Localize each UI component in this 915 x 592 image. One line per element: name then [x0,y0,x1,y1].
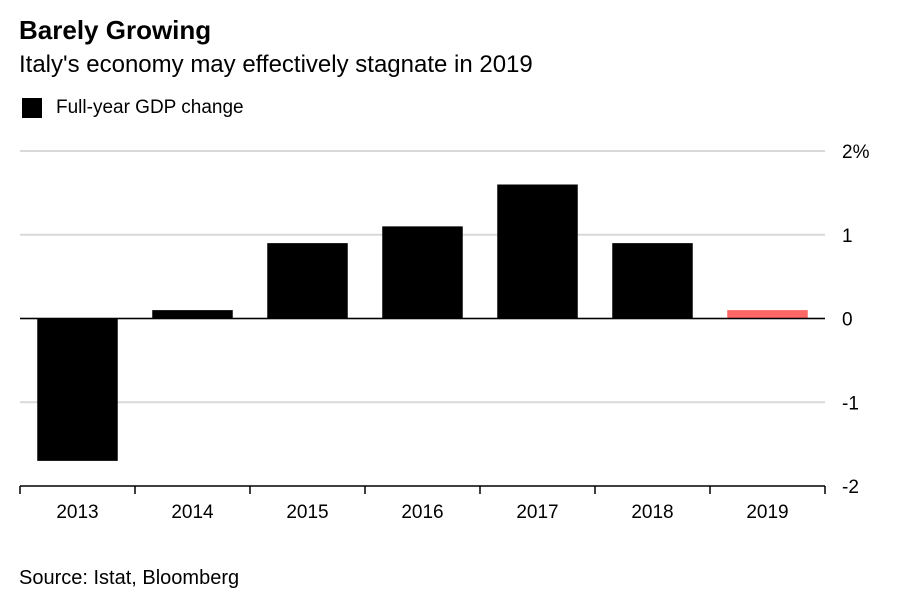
bar [382,226,463,319]
x-tick-label: 2018 [631,502,673,523]
legend-swatch [22,98,42,118]
legend: Full-year GDP change [22,96,244,120]
bar [152,310,233,319]
x-tick-label: 2014 [171,502,214,523]
bar [727,310,808,319]
bar [267,243,348,319]
bar-chart: 2% 1 0 -1 -2 2013 2014 2015 2016 2017 2018 2019 [19,142,870,523]
bar [612,243,693,319]
y-tick-label: -1 [842,393,859,414]
bar [497,184,578,319]
y-tick-label: 2% [842,142,870,163]
legend-label: Full-year GDP change [56,97,244,118]
x-tick-label: 2016 [401,502,443,523]
chart-subtitle: Italy's economy may effectively stagnate… [19,51,533,78]
x-tick-label: 2019 [746,502,788,523]
y-tick-label: -2 [842,477,859,498]
x-tick-label: 2015 [286,502,328,523]
y-tick-label: 0 [842,310,853,331]
chart-title: Barely Growing [19,15,212,45]
x-tick-label: 2017 [516,502,558,523]
bar [37,318,118,461]
y-tick-label: 1 [842,226,853,247]
source-note: Source: Istat, Bloomberg [19,567,240,589]
x-tick-label: 2013 [56,502,98,523]
